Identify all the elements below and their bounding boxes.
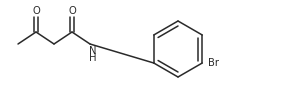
Text: O: O <box>68 6 76 17</box>
Text: O: O <box>32 6 40 17</box>
Text: Br: Br <box>208 58 219 68</box>
Text: H: H <box>89 53 97 63</box>
Text: N: N <box>89 46 97 56</box>
